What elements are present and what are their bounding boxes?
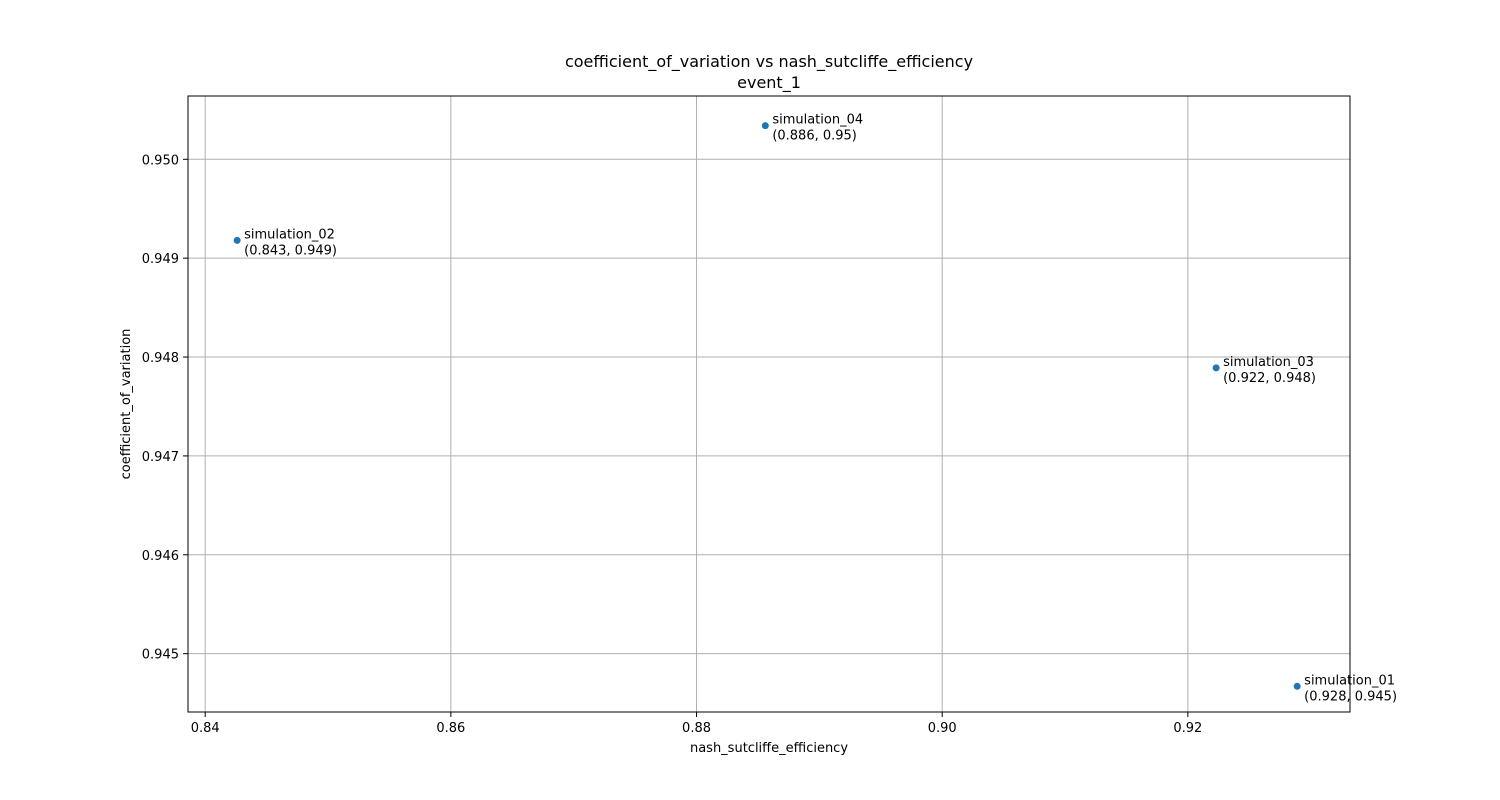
- x-tick-label: 0.90: [928, 721, 957, 736]
- y-tick-label: 0.946: [142, 549, 179, 564]
- y-tick-label: 0.950: [142, 153, 179, 168]
- y-tick-label: 0.945: [142, 648, 179, 663]
- point-value-label: (0.922, 0.948): [1223, 371, 1316, 386]
- x-tick-label: 0.86: [436, 721, 465, 736]
- y-tick-label: 0.948: [142, 351, 179, 366]
- x-axis-label: nash_sutcliffe_efficiency: [690, 741, 848, 756]
- point-value-label: (0.928, 0.945): [1304, 689, 1397, 704]
- point-name-label: simulation_03: [1223, 355, 1314, 370]
- ticks-layer: 0.84 0.86 0.88 0.90 0.92 0.945 0.946 0.947 0.948…: [142, 153, 1203, 736]
- y-axis-label: coefficient_of_variation: [119, 329, 134, 480]
- chart-subtitle: event_1: [737, 73, 801, 93]
- y-tick-label: 0.947: [142, 450, 179, 465]
- data-point: [233, 236, 241, 244]
- point-name-label: simulation_04: [772, 113, 863, 128]
- x-tick-label: 0.88: [682, 721, 711, 736]
- data-point: [1293, 682, 1301, 690]
- data-point: [761, 122, 769, 130]
- x-tick-label: 0.92: [1173, 721, 1202, 736]
- x-tick-label: 0.84: [191, 721, 220, 736]
- point-value-label: (0.843, 0.949): [244, 243, 337, 258]
- grid-layer: [188, 96, 1350, 712]
- plot-frame: [187, 95, 1351, 713]
- points-layer: simulation_01(0.928, 0.945) simulation_02…: [233, 113, 1397, 704]
- data-point: [1212, 364, 1220, 372]
- point-value-label: (0.886, 0.95): [772, 129, 857, 144]
- chart-title: coefficient_of_variation vs nash_sutclif…: [565, 52, 973, 72]
- y-tick-label: 0.949: [142, 252, 179, 267]
- point-name-label: simulation_02: [244, 227, 335, 242]
- point-name-label: simulation_01: [1304, 673, 1395, 688]
